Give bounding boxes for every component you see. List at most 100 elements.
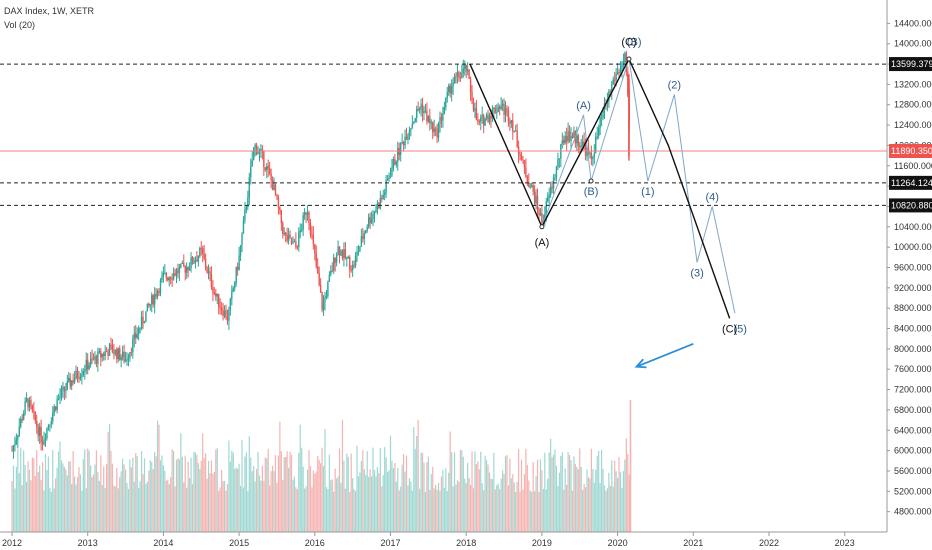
- candle-body: [366, 226, 368, 231]
- volume-bar: [27, 461, 29, 532]
- candle-body: [187, 267, 189, 270]
- volume-bar: [483, 490, 485, 532]
- volume-bar: [340, 482, 342, 532]
- volume-bar: [57, 451, 60, 532]
- candle-body: [315, 253, 317, 267]
- volume-bar: [455, 484, 457, 532]
- volume-bar: [497, 483, 499, 532]
- volume-bar: [122, 458, 124, 532]
- volume-bar: [50, 491, 52, 532]
- time-axis[interactable]: 2012 2013 2014 2015 2016 2017 2018 2019 2020 2021…: [2, 532, 855, 548]
- candle-body: [599, 117, 601, 128]
- candle-body: [174, 273, 176, 276]
- candle-body: [142, 316, 144, 324]
- volume-bar: [295, 487, 297, 532]
- volume-bar: [357, 476, 360, 532]
- candle-body: [293, 241, 296, 243]
- volume-bar: [314, 473, 316, 532]
- volume-bar: [414, 448, 416, 532]
- candle-body: [73, 378, 76, 383]
- volume-bar: [317, 455, 319, 532]
- volume-bar: [368, 477, 370, 532]
- volume-bar: [25, 481, 28, 532]
- level-value: 11264.124: [891, 178, 932, 188]
- price-tick-label: 12400.000: [894, 120, 932, 130]
- volume-bar: [75, 484, 77, 532]
- volume-bar: [213, 471, 215, 532]
- candle-body: [148, 303, 150, 306]
- candle-body: [474, 108, 476, 111]
- volume-bar: [550, 438, 552, 532]
- volume-bar: [186, 487, 188, 532]
- volume-bar: [458, 481, 460, 532]
- time-tick-label: 2015: [229, 538, 249, 548]
- candle-body: [350, 269, 352, 271]
- candle-body: [30, 399, 32, 406]
- volume-bar: [55, 478, 57, 532]
- volume-bar: [609, 485, 611, 532]
- candle-body: [322, 301, 325, 310]
- volume-bar: [142, 474, 144, 532]
- candle-body: [25, 398, 28, 402]
- volume-bar: [606, 488, 609, 532]
- volume-bar: [391, 460, 393, 532]
- candle-body: [255, 144, 258, 155]
- volume-bar: [287, 467, 290, 532]
- volume-bar: [168, 484, 170, 532]
- volume-bar: [523, 474, 526, 532]
- volume-bar: [370, 476, 373, 532]
- candle-body: [239, 245, 242, 256]
- candle-body: [526, 176, 529, 183]
- candle-body: [232, 288, 234, 292]
- horizontal-levels: [0, 63, 887, 206]
- volume-bar: [363, 469, 365, 532]
- candle-body: [464, 65, 466, 69]
- volume-bar: [598, 450, 600, 532]
- volume-bar: [408, 478, 411, 532]
- volume-indicator-label[interactable]: Vol (20): [4, 20, 36, 30]
- volume-bar: [241, 439, 243, 532]
- volume-bar: [148, 470, 150, 532]
- candle-body: [202, 248, 204, 254]
- volume-bar: [341, 419, 344, 532]
- candle-body: [124, 359, 127, 362]
- volume-bar: [372, 447, 374, 532]
- volume-bar: [245, 452, 247, 532]
- volume-bar: [127, 488, 130, 532]
- candle-body: [212, 287, 214, 293]
- candle-body: [398, 148, 400, 155]
- candle-body: [139, 328, 141, 330]
- candle-body: [597, 127, 600, 136]
- candle-body: [427, 116, 430, 122]
- volume-bar: [181, 456, 183, 532]
- volume-bar: [338, 448, 341, 532]
- candle-body: [191, 257, 194, 264]
- volume-bar: [309, 466, 312, 532]
- candle-body: [62, 386, 64, 390]
- candle-body: [17, 435, 19, 440]
- candle-body: [349, 257, 351, 270]
- volume-bar: [251, 471, 253, 532]
- volume-bar: [561, 452, 563, 532]
- candle-body: [407, 135, 409, 140]
- volume-bar: [333, 491, 335, 532]
- candle-body: [609, 91, 612, 93]
- candle-body: [22, 413, 25, 420]
- candle-body: [277, 197, 280, 208]
- volume-bar: [439, 490, 441, 532]
- candle-body: [557, 159, 559, 167]
- candle-body: [108, 344, 111, 356]
- blue-wave-label: (5): [734, 323, 747, 335]
- volume-bar: [397, 467, 399, 532]
- volume-bar: [352, 478, 354, 532]
- symbol-title[interactable]: DAX Index, 1W, XETR: [4, 6, 95, 16]
- candle-body: [280, 209, 283, 224]
- volume-bar: [92, 474, 95, 532]
- candle-body: [541, 213, 543, 223]
- candle-body: [18, 426, 20, 436]
- candle-body: [532, 185, 534, 192]
- volume-bar: [389, 435, 392, 532]
- volume-bar: [573, 456, 575, 532]
- candle-body: [75, 370, 77, 379]
